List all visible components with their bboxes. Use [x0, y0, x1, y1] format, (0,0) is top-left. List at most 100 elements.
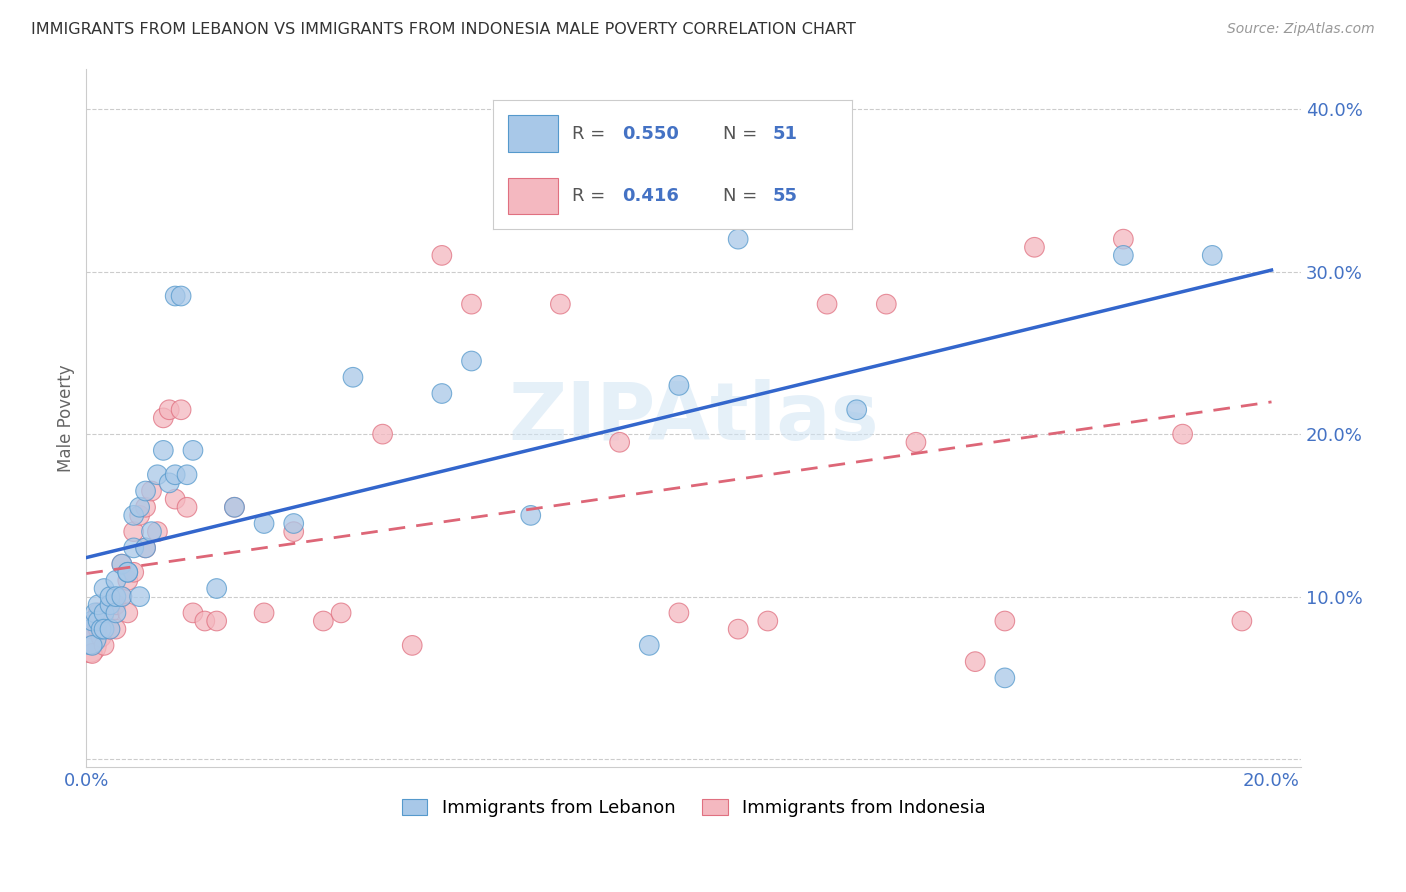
Point: [283, 516, 305, 531]
Point: [342, 370, 364, 384]
Point: [460, 297, 482, 311]
Point: [98, 622, 121, 636]
Point: [135, 500, 157, 515]
Point: [1112, 248, 1135, 262]
Point: [550, 135, 572, 149]
Point: [176, 500, 198, 515]
Point: [815, 297, 838, 311]
Point: [93, 606, 115, 620]
Point: [205, 582, 228, 596]
Point: [550, 297, 572, 311]
Point: [77, 639, 100, 653]
Text: Source: ZipAtlas.com: Source: ZipAtlas.com: [1227, 22, 1375, 37]
Point: [330, 606, 353, 620]
Point: [152, 410, 174, 425]
Point: [519, 508, 541, 523]
Point: [460, 354, 482, 368]
Point: [93, 639, 115, 653]
Point: [104, 574, 127, 588]
Point: [122, 541, 145, 555]
Point: [194, 614, 217, 628]
Point: [128, 508, 150, 523]
Legend: Immigrants from Lebanon, Immigrants from Indonesia: Immigrants from Lebanon, Immigrants from…: [395, 792, 993, 824]
Point: [875, 297, 897, 311]
Point: [430, 386, 453, 401]
Point: [93, 614, 115, 628]
Point: [224, 500, 246, 515]
Point: [135, 541, 157, 555]
Point: [98, 598, 121, 612]
Point: [87, 622, 110, 636]
Point: [128, 590, 150, 604]
Point: [104, 590, 127, 604]
Point: [253, 606, 276, 620]
Point: [141, 524, 163, 539]
Point: [152, 443, 174, 458]
Point: [904, 435, 927, 450]
Point: [77, 630, 100, 644]
Point: [965, 655, 987, 669]
Point: [668, 378, 690, 392]
Point: [117, 606, 139, 620]
Point: [157, 475, 180, 490]
Point: [994, 614, 1017, 628]
Point: [84, 614, 107, 628]
Point: [87, 598, 110, 612]
Point: [82, 639, 104, 653]
Point: [122, 566, 145, 580]
Point: [430, 248, 453, 262]
Point: [371, 427, 394, 442]
Point: [146, 524, 169, 539]
Point: [111, 590, 134, 604]
Point: [117, 566, 139, 580]
Point: [90, 630, 112, 644]
Point: [135, 483, 157, 498]
Point: [82, 622, 104, 636]
Point: [111, 590, 134, 604]
Point: [104, 598, 127, 612]
Point: [87, 606, 110, 620]
Point: [104, 606, 127, 620]
Point: [82, 647, 104, 661]
Point: [122, 508, 145, 523]
Point: [104, 622, 127, 636]
Point: [727, 622, 749, 636]
Point: [1201, 248, 1223, 262]
Point: [98, 590, 121, 604]
Point: [146, 467, 169, 482]
Point: [253, 516, 276, 531]
Point: [111, 557, 134, 571]
Point: [170, 402, 193, 417]
Point: [141, 483, 163, 498]
Point: [283, 524, 305, 539]
Point: [181, 443, 204, 458]
Point: [157, 402, 180, 417]
Point: [994, 671, 1017, 685]
Point: [84, 606, 107, 620]
Point: [1024, 240, 1046, 254]
Point: [165, 467, 187, 482]
Text: ZIPAtlas: ZIPAtlas: [509, 379, 879, 457]
Point: [93, 622, 115, 636]
Point: [165, 492, 187, 507]
Point: [727, 232, 749, 246]
Point: [165, 289, 187, 303]
Point: [1171, 427, 1194, 442]
Point: [128, 500, 150, 515]
Point: [756, 614, 779, 628]
Point: [117, 566, 139, 580]
Point: [224, 500, 246, 515]
Point: [117, 574, 139, 588]
Point: [1112, 232, 1135, 246]
Y-axis label: Male Poverty: Male Poverty: [58, 364, 75, 472]
Point: [638, 639, 661, 653]
Point: [87, 614, 110, 628]
Point: [122, 524, 145, 539]
Point: [205, 614, 228, 628]
Point: [609, 435, 631, 450]
Point: [312, 614, 335, 628]
Point: [98, 622, 121, 636]
Point: [170, 289, 193, 303]
Point: [135, 541, 157, 555]
Point: [845, 402, 868, 417]
